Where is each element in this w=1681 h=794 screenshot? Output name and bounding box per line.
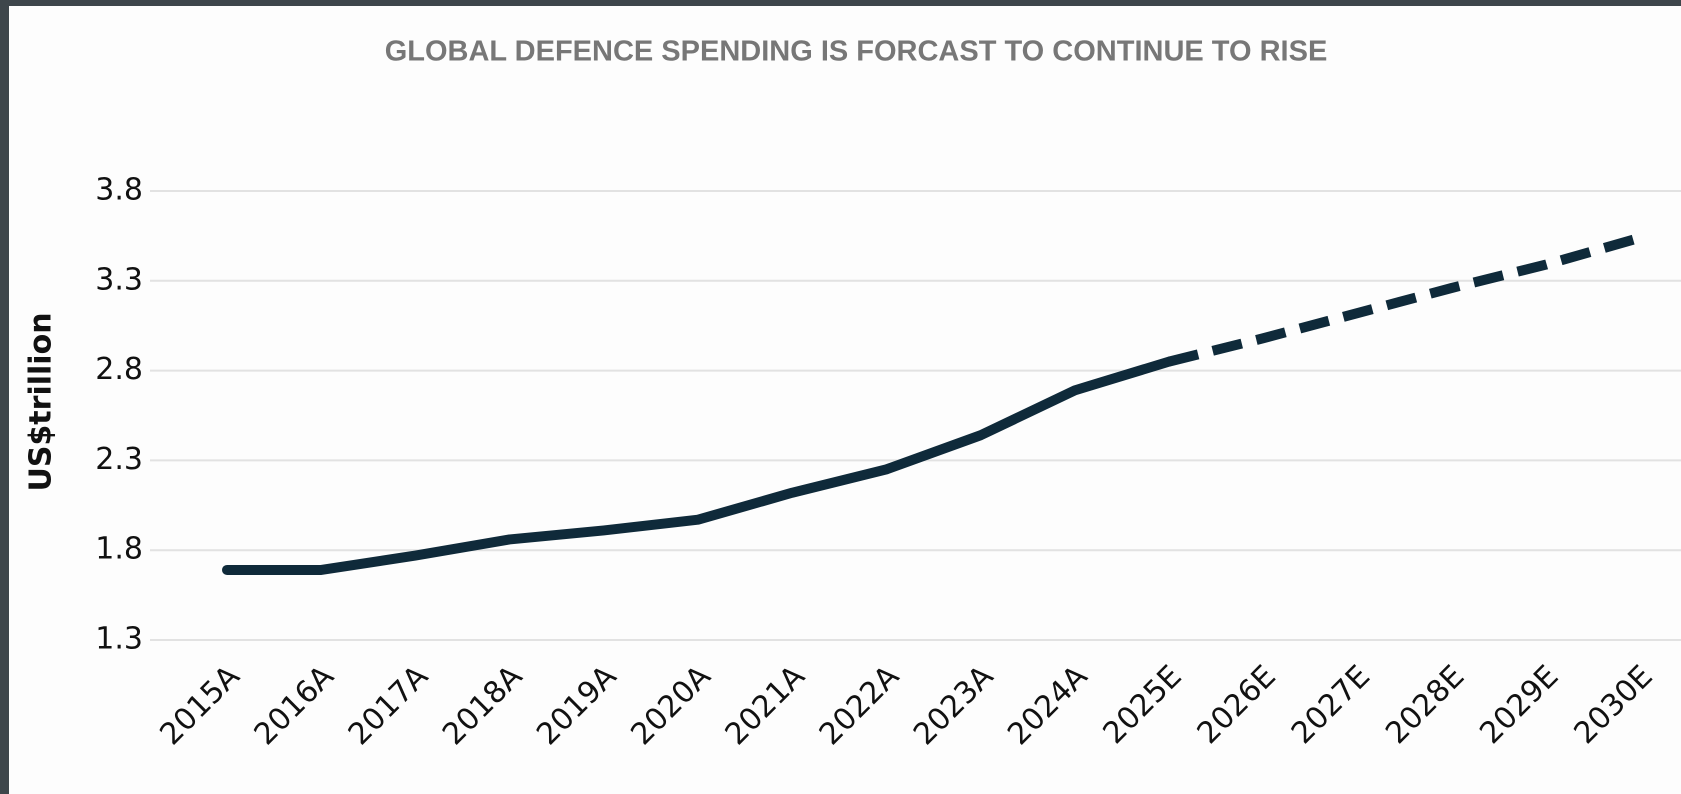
card	[9, 6, 1681, 794]
data-line	[222, 356, 1174, 575]
y-axis-label: US$trillion	[24, 312, 59, 491]
y-tick-label: 1.8	[95, 532, 143, 567]
chart-title: GLOBAL DEFENCE SPENDING IS FORCAST TO CO…	[385, 36, 1328, 68]
y-tick-label: 2.3	[95, 442, 143, 477]
y-tick-label: 3.3	[95, 262, 143, 297]
y-tick-label: 1.3	[95, 622, 143, 657]
data-line	[1167, 232, 1642, 367]
y-tick-label: 3.8	[95, 173, 143, 208]
y-tick-label: 2.8	[95, 352, 143, 387]
